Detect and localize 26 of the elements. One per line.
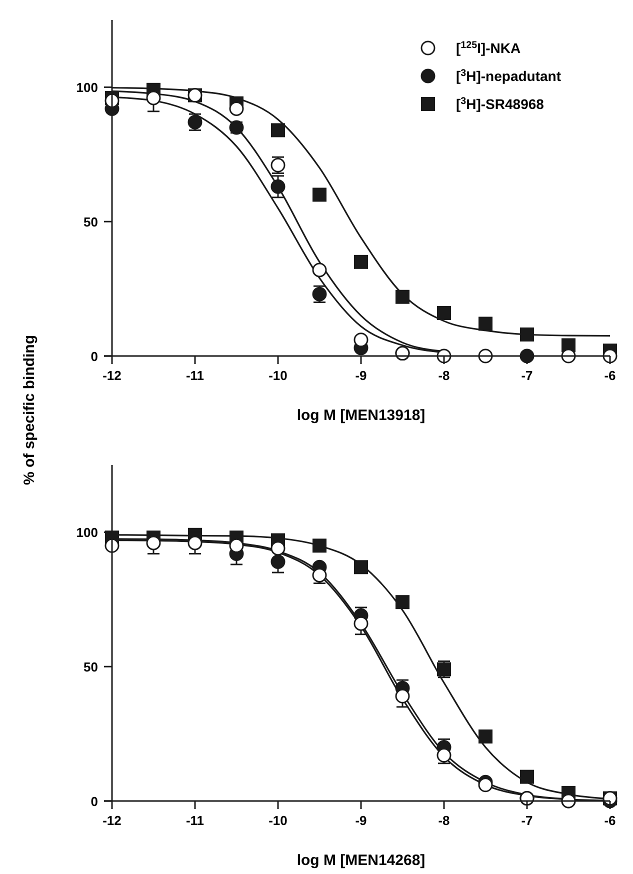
y-tick-label: 0 [90, 794, 98, 809]
x-tick-label: -7 [521, 813, 533, 828]
legend-label: [$^{125}$I]-NKA [456, 40, 521, 56]
x-tick-label: -12 [102, 813, 122, 828]
x-tick-label: -9 [355, 368, 367, 383]
y-tick-label: 50 [84, 660, 98, 675]
x-tick-label: -8 [438, 368, 450, 383]
x-tick-label: -9 [355, 813, 367, 828]
x-tick-label: -10 [268, 813, 288, 828]
legend-label: [$^{3}$H]-nepadutant [456, 68, 562, 84]
y-tick-label: 100 [76, 525, 98, 540]
x-tick-label: -7 [521, 368, 533, 383]
y-tick-label: 50 [84, 214, 98, 230]
x-tick-label: -10 [268, 368, 288, 383]
y-axis-title: % of specific binding [21, 334, 38, 486]
x-tick-label: -8 [438, 813, 450, 828]
x-tick-label: -11 [186, 813, 204, 828]
legend-label: [$^{3}$H]-SR48968 [456, 96, 544, 112]
x-tick-label: -12 [102, 368, 122, 383]
x-axis-title: log M [MEN14268] [296, 852, 426, 869]
x-tick-label: -6 [604, 368, 616, 383]
y-tick-label: 100 [76, 80, 98, 96]
x-tick-label: -6 [604, 813, 616, 828]
x-tick-label: -11 [186, 368, 204, 383]
x-axis-title: log M [MEN13918] [296, 407, 426, 424]
y-tick-label: 0 [90, 349, 98, 364]
